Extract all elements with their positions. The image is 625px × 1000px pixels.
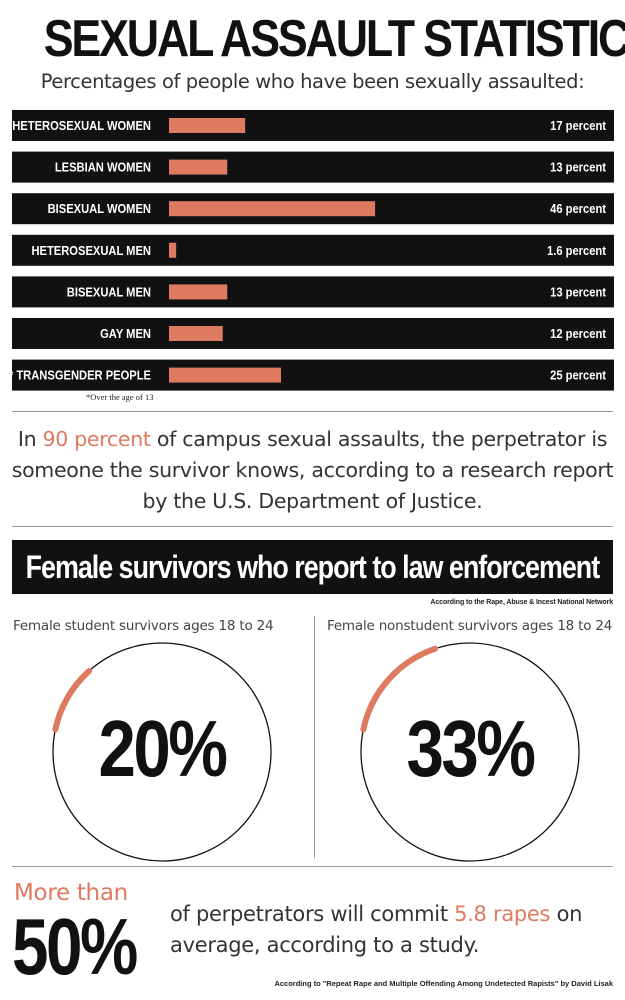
bar-category-label: * TRANSGENDER PEOPLE (12, 368, 151, 383)
gauge-divider (314, 616, 315, 858)
gauge-nonstudent (360, 642, 580, 862)
page-subtitle: Percentages of people who have been sexu… (40, 70, 585, 93)
bar (169, 284, 228, 300)
bar-value-label: 13 percent (550, 285, 606, 300)
bar-category-label: BISEXUAL WOMEN (48, 201, 151, 216)
bar (169, 201, 376, 217)
bar-row (12, 234, 614, 266)
bar-row (12, 151, 614, 183)
divider-3 (12, 866, 613, 867)
report-source: According to the Rape, Abuse & Incest Na… (430, 599, 613, 606)
bar-value-label: 13 percent (550, 160, 606, 175)
page-title: SEXUAL ASSAULT STATISTICS (43, 10, 625, 68)
assault-bar-chart: HETEROSEXUAL WOMEN 17 percent LESBIAN WOME… (12, 110, 614, 391)
gauge-nonstudent-arc (360, 645, 439, 733)
report-banner: Female survivors who report to law enfor… (12, 540, 613, 594)
bar-row (12, 276, 614, 308)
gauge-label-nonstudent: Female nonstudent survivors ages 18 to 2… (327, 618, 613, 634)
perpetrator-stat-highlight: 5.8 rapes (454, 902, 551, 926)
divider-1 (12, 411, 613, 412)
bar (169, 159, 228, 175)
perpetrator-stat: of perpetrators will commit 5.8 rapes on… (170, 899, 620, 961)
perpetrator-stat-post: on average, according to a study. (170, 902, 583, 957)
bar-row (12, 110, 614, 141)
footnote: *Over the age of 13 (86, 392, 154, 402)
bar-category-label: HETEROSEXUAL WOMEN (12, 118, 151, 133)
gauge-student (52, 642, 272, 862)
campus-stat-pre: In (17, 427, 43, 451)
campus-stat-highlight: 90 percent (42, 427, 151, 451)
gauge-nonstudent-value: 33% (406, 704, 536, 793)
perpetrator-stat-pre: of perpetrators will commit (170, 902, 455, 926)
divider-2 (12, 526, 613, 527)
bar-value-label: 25 percent (550, 368, 606, 383)
gauge-student-value: 20% (98, 704, 228, 793)
bar-value-label: 1.6 percent (547, 243, 606, 258)
big-percentage: 50% (12, 902, 138, 991)
bar (169, 367, 281, 383)
gauge-label-student: Female student survivors ages 18 to 24 (13, 618, 274, 634)
bar (169, 118, 246, 133)
study-source: According to "Repeat Rape and Multiple O… (274, 979, 613, 988)
bar-value-label: 12 percent (550, 326, 606, 341)
gauge-nonstudent-ring (360, 642, 580, 862)
bar (169, 242, 177, 258)
bar-row (12, 318, 614, 349)
bar-category-label: LESBIAN WOMEN (55, 160, 151, 175)
bar-category-label: HETEROSEXUAL MEN (31, 243, 151, 258)
bar-category-label: BISEXUAL MEN (67, 285, 151, 300)
campus-stat: In 90 percent of campus sexual assaults,… (10, 424, 615, 517)
gauge-student-arc (52, 667, 93, 733)
bar (169, 326, 223, 341)
report-banner-title: Female survivors who report to law enfor… (25, 548, 601, 585)
more-than-label: More than (14, 880, 128, 906)
bar-row (12, 359, 614, 391)
gauge-student-ring (52, 642, 272, 862)
bar-value-label: 46 percent (550, 201, 606, 216)
bar-category-label: GAY MEN (100, 326, 151, 341)
bar-value-label: 17 percent (550, 118, 606, 133)
campus-stat-post: of campus sexual assaults, the perpetrat… (11, 427, 614, 513)
